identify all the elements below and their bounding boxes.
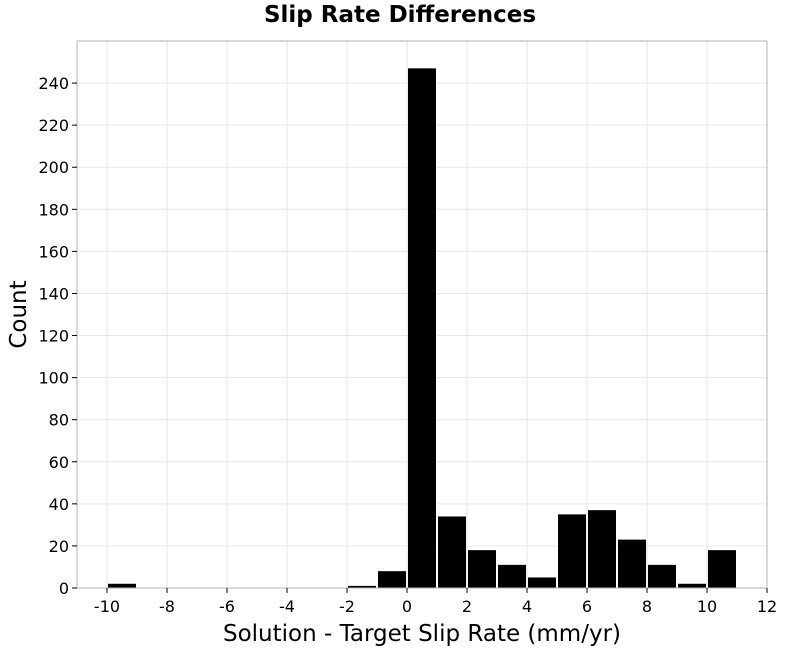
x-tick-label-11: 12 <box>757 597 777 616</box>
x-tick-label-4: -2 <box>339 597 355 616</box>
bar-5 <box>468 550 496 588</box>
bar-0 <box>108 583 136 588</box>
x-tick-label-10: 10 <box>697 597 717 616</box>
bar-7 <box>528 577 556 588</box>
y-axis-ticks: 0 20 40 60 80 100 120 140 160 180 200 220 240 <box>38 74 77 598</box>
y-tick-label-12: 240 <box>38 74 69 93</box>
bar-10 <box>618 539 646 588</box>
x-tick-label-3: -4 <box>279 597 295 616</box>
y-tick-label-0: 0 <box>59 579 69 598</box>
y-tick-label-4: 80 <box>49 411 69 430</box>
bar-9 <box>588 510 616 588</box>
y-tick-label-1: 20 <box>49 537 69 556</box>
x-tick-label-0: -10 <box>94 597 120 616</box>
x-tick-label-1: -8 <box>159 597 175 616</box>
x-tick-label-6: 2 <box>462 597 472 616</box>
y-tick-label-10: 200 <box>38 158 69 177</box>
bar-13 <box>708 550 736 588</box>
plot-frame <box>76 40 768 589</box>
bar-11 <box>648 564 676 588</box>
bar-1 <box>348 585 376 588</box>
y-axis-label: Count <box>6 280 32 348</box>
bar-6 <box>498 564 526 588</box>
y-tick-label-7: 140 <box>38 284 69 303</box>
x-tick-label-8: 6 <box>582 597 592 616</box>
bar-2 <box>378 571 406 588</box>
x-tick-label-2: -6 <box>219 597 235 616</box>
chart-title: Slip Rate Differences <box>263 2 537 28</box>
x-tick-label-9: 8 <box>642 597 652 616</box>
y-tick-label-5: 100 <box>38 369 69 388</box>
bar-8 <box>558 514 586 588</box>
y-tick-label-11: 220 <box>38 116 69 135</box>
y-tick-label-6: 120 <box>38 327 69 346</box>
y-tick-label-2: 40 <box>49 495 69 514</box>
x-axis-label: Solution - Target Slip Rate (mm/yr) <box>223 621 621 647</box>
bar-3 <box>408 68 436 589</box>
x-axis-ticks: -10 -8 -6 -4 -2 0 2 4 6 8 10 12 <box>94 588 777 616</box>
bar-12 <box>678 583 706 588</box>
x-tick-label-7: 4 <box>522 597 532 616</box>
y-tick-label-8: 160 <box>38 242 69 261</box>
y-tick-label-3: 60 <box>49 453 69 472</box>
x-tick-label-5: 0 <box>402 597 412 616</box>
bars <box>108 68 736 589</box>
bar-4 <box>438 516 466 588</box>
y-tick-label-9: 180 <box>38 200 69 219</box>
